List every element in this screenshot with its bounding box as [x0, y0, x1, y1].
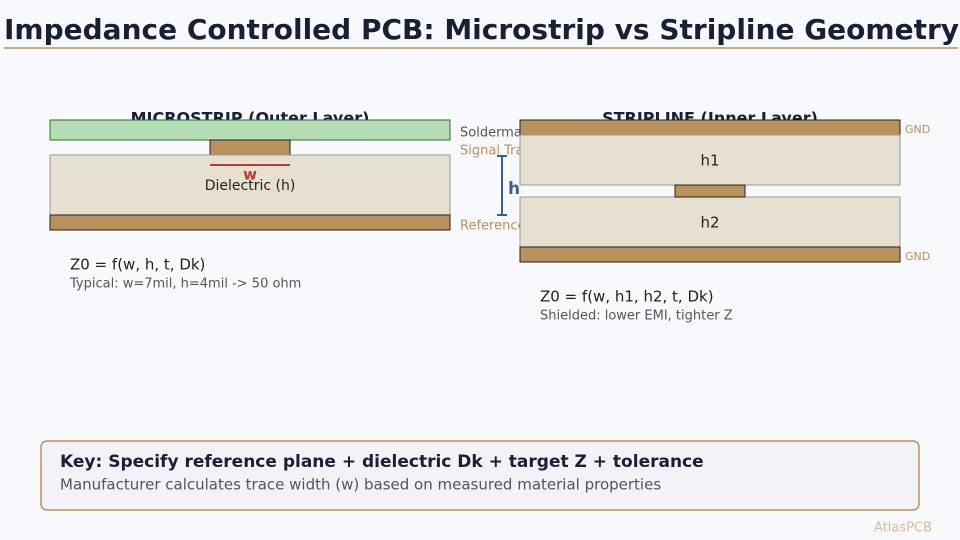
key-box — [40, 440, 920, 511]
title: Impedance Controlled PCB: Microstrip vs … — [4, 13, 959, 46]
top-ground — [519, 119, 901, 136]
h2-label: h2 — [700, 214, 719, 232]
height-label: h — [508, 179, 520, 199]
bottom-ground — [519, 246, 901, 263]
dielectric-label: Dielectric (h) — [205, 178, 296, 194]
key-title: Key: Specify reference plane + dielectri… — [60, 452, 704, 472]
soldermask-label: Soldermask — [460, 126, 537, 141]
brand: AtlasPCB — [874, 521, 932, 536]
h1-label: h1 — [700, 152, 719, 170]
stripline-note: Shielded: lower EMI, tighter Z — [540, 309, 733, 324]
upper-dielectric — [519, 134, 901, 186]
trace-label: Signal Trace — [460, 144, 539, 159]
width-label: w — [243, 166, 257, 184]
microstrip-formula: Z0 = f(w, h, t, Dk) — [70, 256, 205, 274]
stripline-trace — [674, 184, 746, 198]
microstrip-note: Typical: w=7mil, h=4mil -> 50 ohm — [69, 277, 301, 292]
top-ground-label: GND — [905, 123, 930, 136]
bottom-ground-label: GND — [905, 250, 930, 263]
key-text: Manufacturer calculates trace width (w) … — [60, 476, 661, 494]
height-marker — [497, 155, 507, 216]
reference-plane — [49, 214, 451, 231]
signal-trace — [209, 139, 291, 156]
soldermask — [49, 119, 451, 141]
stripline-formula: Z0 = f(w, h1, h2, t, Dk) — [540, 288, 714, 306]
